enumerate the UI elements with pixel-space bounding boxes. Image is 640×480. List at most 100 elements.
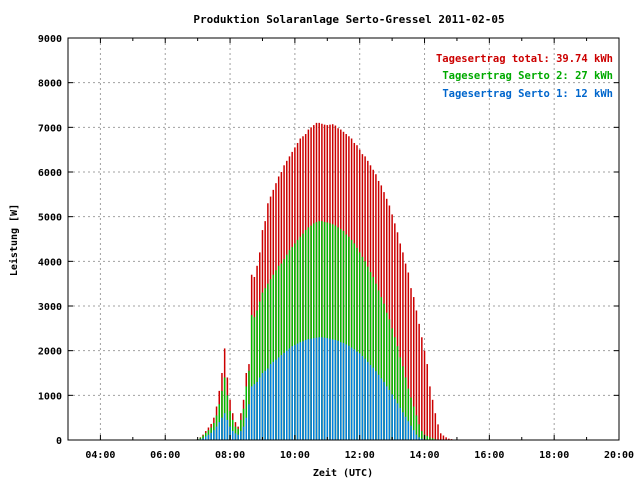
bar-serto1: [421, 438, 423, 440]
bar-serto2: [315, 222, 318, 440]
bar-serto2: [380, 297, 383, 440]
bar-serto1: [250, 386, 253, 440]
bar-total: [415, 310, 418, 440]
bar-serto2: [223, 377, 226, 440]
bar-serto2: [429, 437, 431, 440]
y-tick-label: 8000: [38, 79, 62, 90]
bar-serto1: [350, 347, 353, 440]
bar-serto2: [310, 225, 312, 440]
bar-serto2: [253, 317, 256, 440]
bar-serto1: [304, 339, 307, 440]
chart-title: Produktion Solaranlage Serto-Gressel 201…: [193, 13, 504, 26]
bar-serto1: [207, 434, 210, 440]
bar-serto1: [342, 343, 345, 440]
x-tick-label: 14:00: [409, 450, 439, 461]
bar-serto1: [375, 371, 377, 440]
bar-serto1: [402, 412, 404, 440]
bar-serto2: [256, 310, 258, 440]
bar-serto2: [221, 390, 223, 440]
bar-serto2: [410, 397, 412, 440]
legend-serto2: Tagesertrag Serto 2: 27 kWh: [442, 70, 613, 82]
bar-serto2: [340, 229, 342, 440]
bar-serto2: [267, 283, 269, 440]
bar-serto2: [232, 419, 234, 440]
bar-serto2: [402, 366, 404, 440]
bar-total: [407, 272, 410, 440]
bar-serto1: [253, 384, 256, 440]
bar-serto1: [229, 426, 231, 440]
bar-serto2: [337, 227, 339, 440]
bar-serto2: [318, 221, 320, 440]
bar-serto1: [348, 345, 350, 440]
bar-serto2: [294, 243, 296, 440]
bar-total: [418, 323, 420, 440]
bar-serto2: [229, 410, 231, 440]
bar-serto1: [245, 417, 248, 440]
bar-serto2: [404, 377, 407, 440]
bar-serto2: [426, 435, 428, 440]
bar-serto1: [396, 403, 399, 440]
bar-serto1: [377, 374, 380, 440]
bar-total: [402, 252, 404, 440]
bar-total: [396, 232, 399, 440]
x-tick-label: 16:00: [474, 450, 504, 461]
bar-serto1: [202, 438, 204, 440]
bar-serto2: [296, 239, 299, 440]
bar-serto2: [345, 234, 347, 440]
bar-total: [442, 435, 445, 440]
bar-serto2: [385, 312, 388, 440]
bar-serto2: [334, 225, 337, 440]
bar-serto2: [272, 274, 275, 440]
bar-serto2: [240, 419, 242, 440]
bar-total: [423, 350, 426, 440]
bar-serto2: [237, 428, 239, 440]
bar-serto2: [350, 239, 353, 440]
bar-serto1: [221, 417, 223, 440]
x-tick-label: 12:00: [345, 450, 375, 461]
bar-serto1: [205, 436, 207, 440]
y-tick-label: 2000: [38, 347, 62, 358]
bar-serto2: [353, 243, 356, 440]
bar-serto2: [323, 222, 326, 440]
bar-serto2: [286, 254, 288, 440]
bars: [196, 122, 455, 441]
bar-total: [426, 364, 428, 440]
bar-serto1: [415, 434, 418, 440]
bar-serto2: [261, 292, 264, 440]
bar-serto1: [248, 404, 250, 440]
y-tick-label: 0: [56, 436, 62, 447]
bar-total: [412, 297, 415, 440]
bar-serto2: [383, 303, 385, 440]
plot-frame: [67, 37, 620, 441]
bar-serto2: [418, 424, 420, 440]
bar-serto2: [242, 408, 245, 440]
bar-serto1: [321, 337, 323, 440]
bar-total: [404, 263, 407, 440]
bar-serto2: [288, 250, 291, 440]
bar-serto1: [313, 338, 315, 440]
bar-serto1: [272, 361, 275, 440]
bar-serto1: [418, 437, 420, 440]
x-tick-label: 10:00: [280, 450, 310, 461]
bar-serto1: [407, 421, 410, 440]
bar-serto1: [391, 394, 393, 440]
bar-total: [439, 433, 442, 440]
bar-serto1: [399, 407, 401, 440]
bar-serto1: [385, 386, 388, 440]
x-axis-label: Zeit (UTC): [313, 467, 373, 479]
bar-total: [431, 399, 434, 440]
x-tick-label: 20:00: [604, 450, 634, 461]
bar-serto2: [348, 236, 350, 440]
legend-total: Tagesertrag total: 39.74 kWh: [436, 53, 613, 65]
bar-total: [448, 438, 450, 440]
bar-serto1: [261, 373, 264, 440]
bar-serto2: [356, 247, 358, 440]
bar-serto1: [240, 431, 242, 440]
bar-total: [399, 243, 401, 440]
bar-serto1: [364, 358, 366, 440]
bar-serto1: [283, 352, 285, 440]
legend-serto1: Tagesertrag Serto 1: 12 kWh: [442, 88, 613, 100]
bar-serto1: [404, 416, 407, 440]
bar-serto2: [369, 272, 372, 440]
